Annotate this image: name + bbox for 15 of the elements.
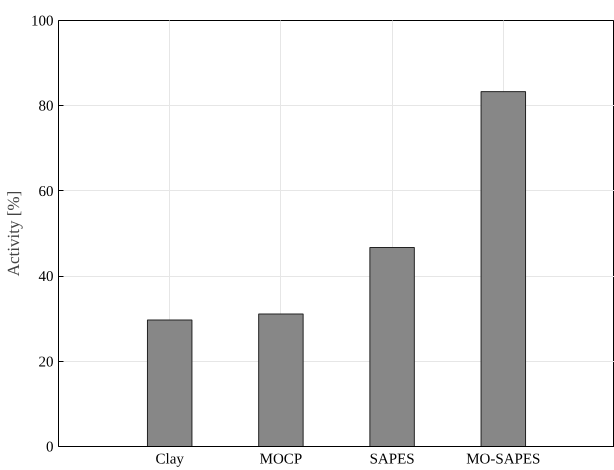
y-tick-label: 0 <box>46 440 54 456</box>
x-tick-label: MOCP <box>260 452 302 468</box>
y-tick-label: 20 <box>38 354 54 370</box>
x-tick-label: SAPES <box>370 452 415 468</box>
y-tick-label: 80 <box>38 98 54 115</box>
y-tick-label: 100 <box>31 14 54 30</box>
bar <box>146 319 192 446</box>
y-tick-label: 40 <box>38 269 54 286</box>
bar <box>369 247 415 446</box>
y-axis-title: Activity [%] <box>4 190 23 276</box>
x-tick-label: MO-SAPES <box>466 452 540 468</box>
bar <box>258 314 304 446</box>
x-tick-label: Clay <box>156 452 184 468</box>
bar <box>480 91 526 446</box>
y-tick-label: 60 <box>38 184 54 200</box>
